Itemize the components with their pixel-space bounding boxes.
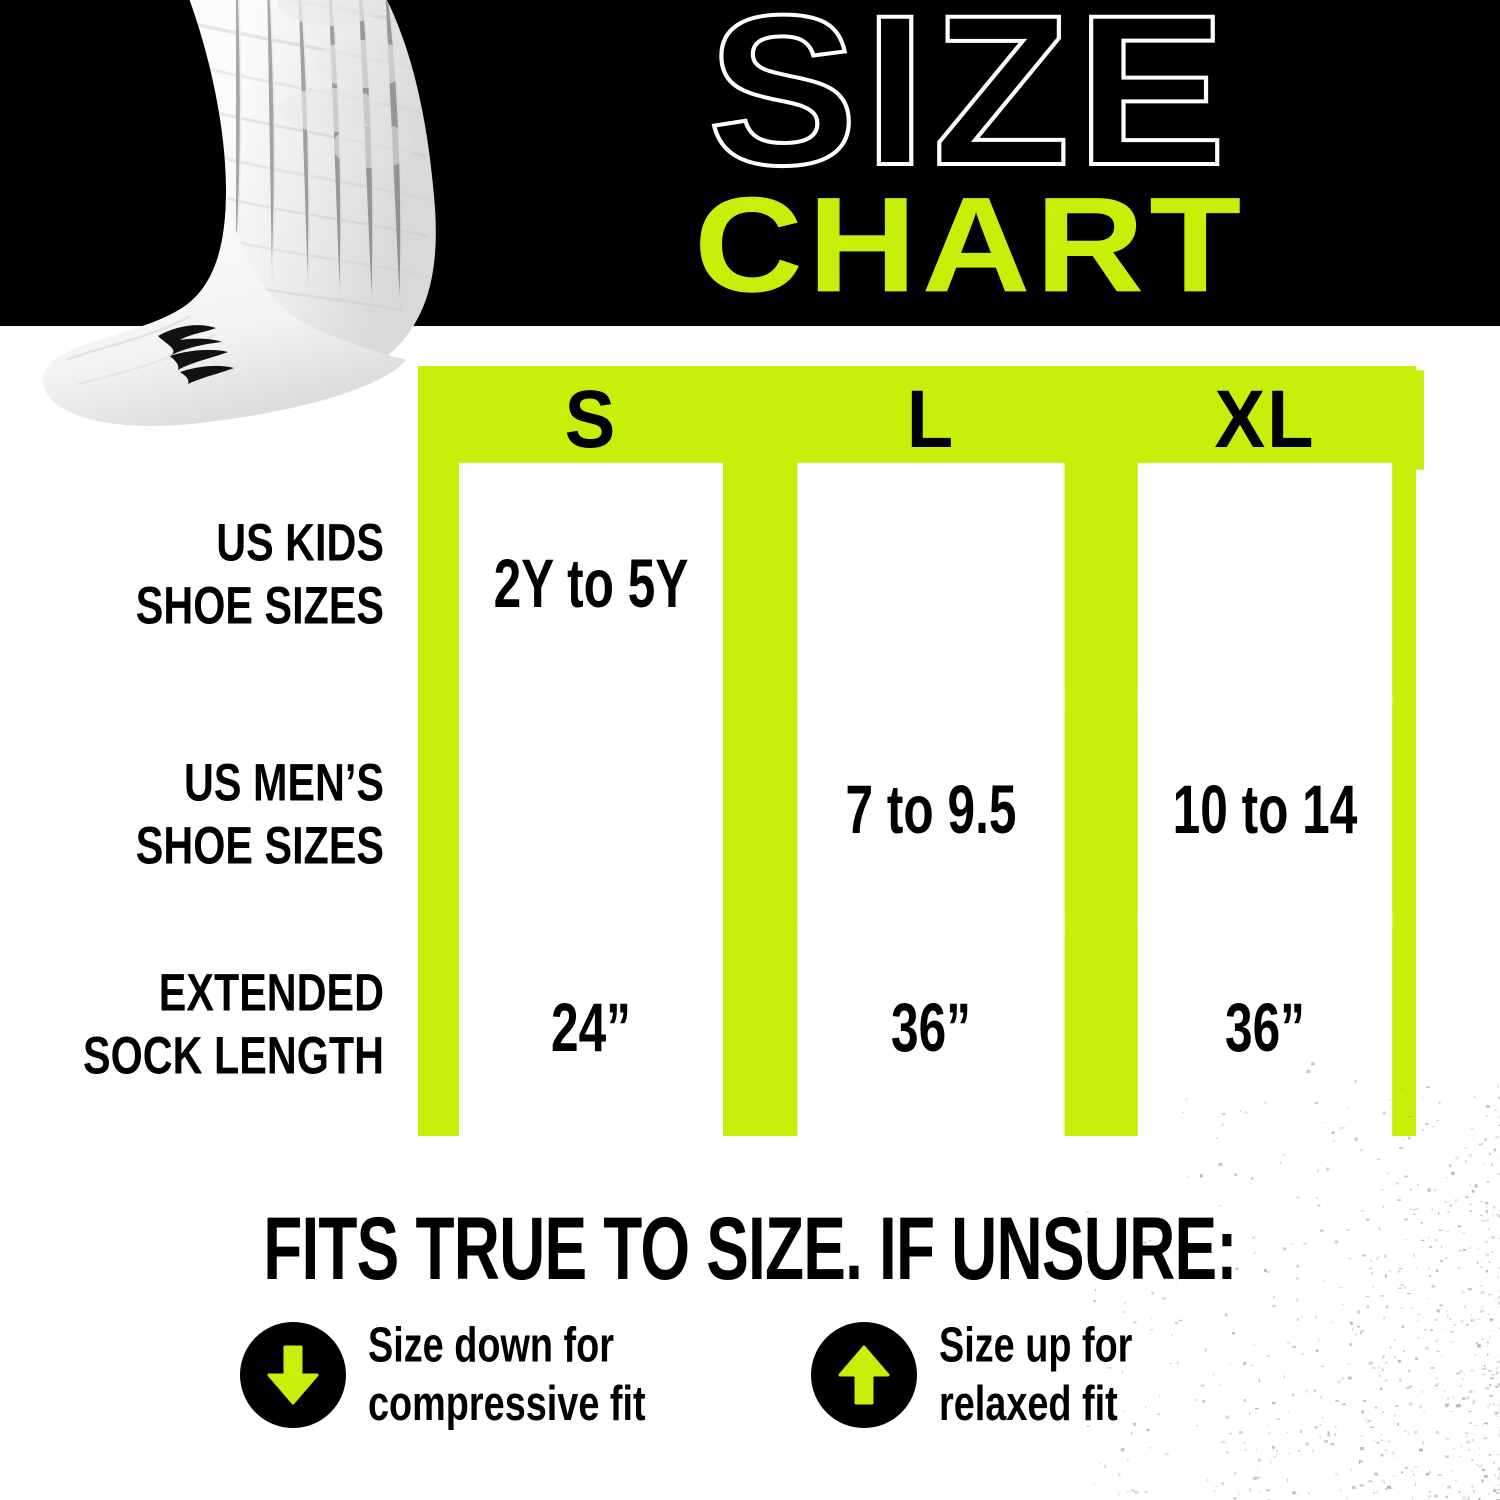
cell-kids-s: 2Y to 5Y — [459, 462, 723, 708]
column-header-l: L — [764, 370, 1098, 470]
tip-size-up: Size up for relaxed fit — [810, 1318, 1164, 1431]
brand-logo-icon — [158, 325, 234, 384]
row-label-us-kids-shoe-sizes: US KIDS SHOE SIZES — [135, 512, 384, 635]
cell-kids-xl — [1137, 462, 1393, 708]
arrow-up-icon — [838, 1345, 890, 1405]
arrow-up-badge — [810, 1322, 917, 1428]
row-label-extended-sock-length: EXTENDED SOCK LENGTH — [82, 962, 384, 1085]
row-label-us-mens-shoe-sizes: US MEN’S SHOE SIZES — [135, 752, 384, 875]
cell-length-s: 24” — [459, 915, 723, 1143]
column-header-s: S — [426, 370, 756, 470]
product-sock-image — [30, 0, 500, 480]
cell-mens-xl: 10 to 14 — [1137, 693, 1393, 929]
footer-headline: FITS TRUE TO SIZE. IF UNSURE: — [263, 1197, 1237, 1299]
header-title-group: SIZE CHART — [560, 0, 1380, 326]
arrow-down-badge — [240, 1322, 346, 1428]
cell-length-l: 36” — [797, 915, 1065, 1143]
column-header-xl: XL — [1106, 370, 1424, 470]
tip-size-up-label: Size up for relaxed fit — [938, 1317, 1133, 1431]
cell-kids-l — [797, 462, 1065, 708]
page-title-chart: CHART — [693, 169, 1247, 322]
tip-size-down: Size down for compressive fit — [240, 1318, 691, 1431]
arrow-down-icon — [267, 1345, 319, 1405]
sock-illustration — [43, 0, 436, 426]
cell-length-xl: 36” — [1137, 915, 1393, 1143]
cell-mens-s — [459, 693, 723, 929]
size-chart-table: S L XL 2Y to 5Y 7 to 9.5 10 to 14 24” 36… — [418, 366, 1424, 1143]
table-grid: S L XL 2Y to 5Y 7 to 9.5 10 to 14 24” 36… — [426, 370, 1424, 1143]
footer-tip-group: Size down for compressive fit Size up fo… — [240, 1318, 1320, 1431]
page-title-size: SIZE — [706, 0, 1233, 210]
tip-size-down-label: Size down for compressive fit — [368, 1317, 646, 1431]
cell-mens-l: 7 to 9.5 — [797, 693, 1065, 929]
